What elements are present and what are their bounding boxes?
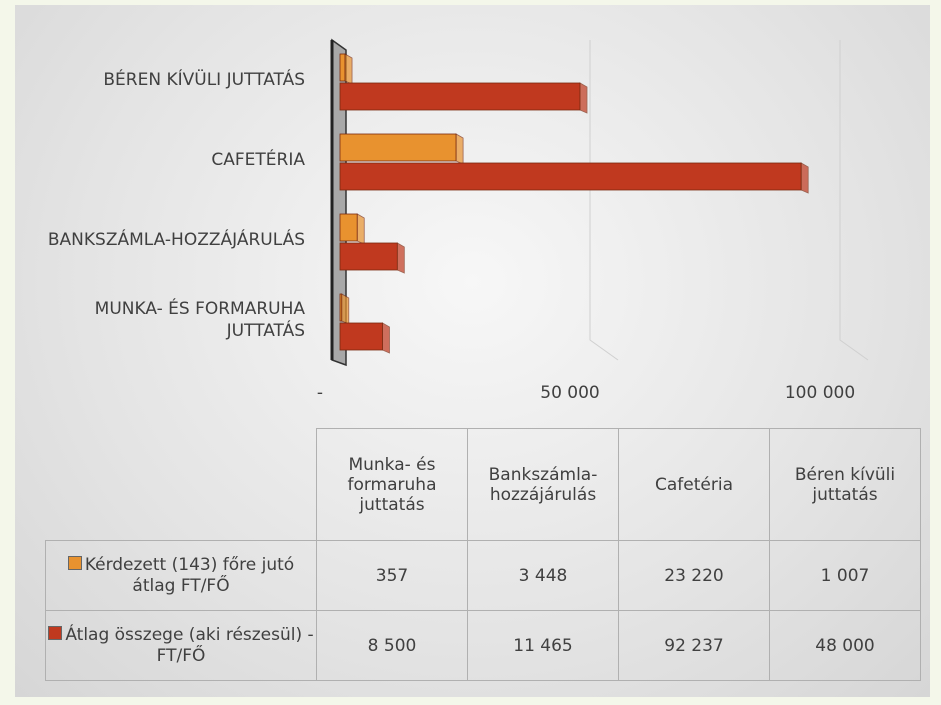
table-cell: 48 000 (769, 610, 921, 681)
y-tick-label: Munka- és formaruha juttatás (94, 298, 305, 341)
table-cell: 23 220 (618, 540, 770, 611)
bar (339, 162, 809, 194)
table-row: Átlag összege (aki részesül) - FT/FŐ 8 50… (45, 610, 921, 681)
table-header: Munka- és formaruha juttatás (316, 428, 468, 541)
legend-key (67, 556, 82, 571)
table-cell: 357 (316, 540, 468, 611)
legend-label: Átlag összege (aki részesül) - FT/FŐ (65, 625, 314, 666)
table-cell: 8 500 (316, 610, 468, 681)
bar (339, 213, 365, 245)
table-row: Kérdezett (143) főre jutó átlag FT/FŐ 357… (45, 540, 921, 611)
bar (339, 82, 588, 114)
row-header: Kérdezett (143) főre jutó átlag FT/FŐ (45, 540, 317, 611)
bar (339, 133, 464, 165)
y-tick-label: Cafetéria (211, 149, 305, 170)
bar (339, 242, 405, 274)
table-header: Béren kívüli juttatás (769, 428, 921, 541)
data-table: Munka- és formaruha juttatás Bankszámla-h… (45, 428, 921, 681)
table-cell: 92 237 (618, 610, 770, 681)
corner (46, 429, 317, 541)
legend-label: Kérdezett (143) főre jutó átlag FT/FŐ (84, 555, 295, 596)
table-cell: 3 448 (467, 540, 619, 611)
bar (339, 53, 353, 85)
y-tick-label: Béren kívüli juttatás (103, 69, 305, 90)
x-tick-label: - (317, 383, 323, 403)
x-tick-label: 50 000 (540, 383, 599, 403)
table-cell: 1 007 (769, 540, 921, 611)
bar (339, 322, 390, 354)
grid-line (839, 40, 869, 361)
bar (339, 293, 350, 325)
table-header: Bankszámla-hozzájárulás (467, 428, 619, 541)
legend-key (48, 626, 63, 641)
grid-line (589, 40, 619, 361)
table-cell: 11 465 (467, 610, 619, 681)
x-tick-label: 100 000 (785, 383, 855, 403)
table-header: Cafetéria (618, 428, 770, 541)
row-header: Átlag összege (aki részesül) - FT/FŐ (45, 610, 317, 681)
y-tick-label: Bankszámla-hozzájárulás (47, 229, 305, 250)
